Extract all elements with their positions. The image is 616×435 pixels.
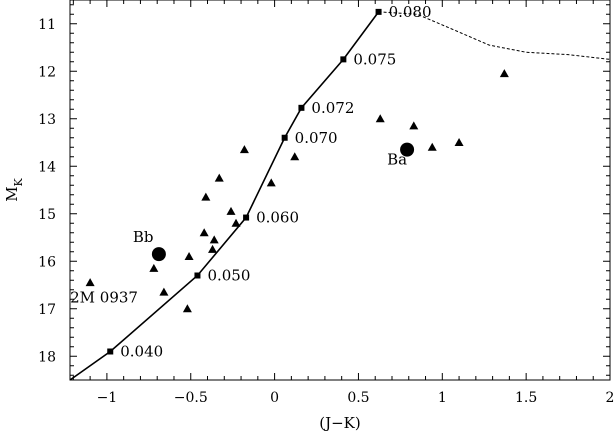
named-object-dot bbox=[400, 142, 415, 157]
y-tick-label: 12 bbox=[38, 64, 56, 80]
y-tick-label: 16 bbox=[38, 254, 56, 270]
mass-marker bbox=[298, 104, 305, 111]
mass-label: 0.060 bbox=[256, 209, 299, 227]
field-object-triangle bbox=[499, 69, 509, 78]
series-layer bbox=[69, 8, 611, 381]
field-object-triangle bbox=[199, 228, 209, 237]
mass-label: 0.080 bbox=[389, 3, 432, 21]
mass-label: 0.040 bbox=[120, 343, 163, 361]
y-tick-label: 14 bbox=[38, 159, 56, 175]
mass-marker bbox=[340, 56, 347, 63]
field-object-triangle bbox=[375, 114, 385, 123]
named-object-dot bbox=[151, 247, 166, 262]
mass-marker bbox=[107, 348, 114, 355]
model-track-line bbox=[69, 11, 380, 381]
annotation-label: 2M 0937 bbox=[70, 289, 138, 307]
x-axis-label: (J−K) bbox=[319, 414, 361, 432]
field-object-triangle bbox=[184, 252, 194, 260]
y-tick-label: 18 bbox=[38, 349, 56, 365]
field-object-triangle bbox=[159, 287, 169, 296]
field-object-triangle bbox=[182, 304, 192, 313]
field-object-triangle bbox=[290, 152, 300, 161]
point-labels: 0.040 0.050 0.060 0.070 0.072 0.075 0.080 Bb Ba 2… bbox=[70, 3, 431, 361]
mass-label: 0.050 bbox=[207, 267, 250, 285]
field-object-triangle bbox=[239, 145, 249, 154]
field-object-triangle bbox=[231, 218, 241, 227]
plot-frame bbox=[69, 0, 611, 381]
field-object-triangle bbox=[226, 206, 236, 215]
field-object-triangle bbox=[85, 278, 95, 287]
y-tick-label: 17 bbox=[38, 302, 56, 318]
mass-marker bbox=[194, 272, 201, 279]
field-object-triangle bbox=[209, 235, 219, 244]
mass-marker bbox=[281, 134, 288, 141]
dashed-track-line bbox=[378, 11, 611, 60]
axis-ticks bbox=[70, 0, 611, 380]
x-tick-label: 0.5 bbox=[347, 390, 369, 406]
y-tick-labels: 11 12 13 14 15 16 17 18 bbox=[38, 17, 56, 366]
named-object-label: Bb bbox=[133, 228, 154, 246]
mass-label: 0.072 bbox=[311, 99, 354, 117]
x-tick-label: −1 bbox=[97, 390, 118, 406]
field-object-triangle bbox=[214, 173, 224, 182]
mass-marker bbox=[243, 214, 250, 221]
field-object-triangle bbox=[208, 244, 218, 253]
x-tick-label: 2 bbox=[606, 390, 615, 406]
y-axis-label-main: M bbox=[3, 186, 21, 201]
y-axis-label: MK bbox=[3, 177, 25, 201]
y-axis-label-subscript: K bbox=[12, 177, 25, 186]
field-object-triangle bbox=[149, 263, 159, 272]
x-tick-label: −0.5 bbox=[174, 390, 208, 406]
x-tick-labels: −1 −0.5 0 0.5 1 1.5 2 bbox=[97, 390, 615, 406]
field-object-triangle bbox=[409, 121, 419, 130]
field-object-triangle bbox=[454, 138, 464, 146]
y-tick-label: 15 bbox=[38, 207, 56, 223]
x-tick-label: 1 bbox=[438, 390, 447, 406]
x-tick-label: 1.5 bbox=[515, 390, 537, 406]
named-object-label: Ba bbox=[387, 151, 407, 169]
mass-label: 0.075 bbox=[353, 50, 396, 68]
field-object-triangle bbox=[427, 142, 437, 151]
field-object-triangle bbox=[266, 178, 276, 187]
y-tick-label: 11 bbox=[38, 17, 56, 33]
y-tick-label: 13 bbox=[38, 112, 56, 128]
field-object-triangle bbox=[201, 192, 211, 201]
mass-marker bbox=[375, 8, 382, 15]
x-tick-label: 0 bbox=[270, 390, 279, 406]
mass-label: 0.070 bbox=[295, 129, 338, 147]
